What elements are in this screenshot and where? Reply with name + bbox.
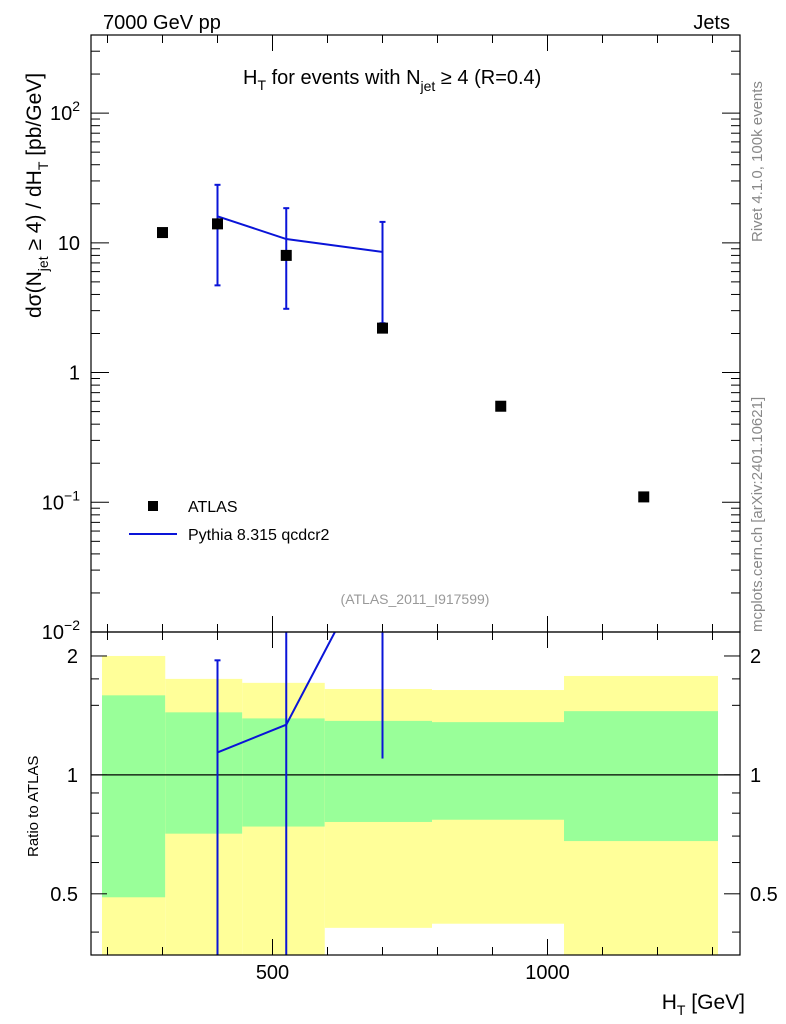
y-tick-exponent: −2: [64, 617, 80, 633]
atlas-point: [638, 491, 650, 503]
green-band: [242, 718, 325, 827]
mcplots-label: mcplots.cern.ch [arXiv:2401.10621]: [749, 397, 766, 632]
x-tick-label: 500: [256, 962, 289, 984]
y-axis-label: dσ(Njet ≥ 4) / dHT [pb/GeV]: [23, 73, 51, 318]
pythia-line: [217, 215, 383, 253]
y-tick-exponent: 2: [72, 98, 80, 114]
atlas-point: [495, 400, 507, 412]
y-tick-label: 102: [50, 98, 80, 125]
y-tick-label: 10−1: [42, 487, 80, 514]
ylabel-t-sub: T: [35, 161, 51, 170]
y-tick-label: 10: [58, 233, 80, 255]
xlabel-h: H: [662, 991, 677, 1014]
ratio-tick-label-left: 1: [67, 765, 78, 787]
ratio-tick-label-right: 0.5: [750, 884, 778, 906]
x-tick-label: 1000: [525, 962, 570, 984]
y-tick-base: 10: [42, 492, 64, 514]
ylabel-jet-sub: jet: [35, 256, 51, 272]
xlabel-tail: [GeV]: [685, 991, 745, 1014]
analysis-annotation: (ATLAS_2011_I917599): [341, 591, 490, 607]
atlas-point: [212, 218, 223, 230]
ratio-tick-label-right: 2: [750, 646, 761, 668]
ratio-series: [214, 632, 384, 955]
ylabel-b: ≥ 4) / dH: [23, 170, 46, 256]
ratio-tick-label-left: 0.5: [50, 884, 78, 906]
ratio-frame: [90, 631, 741, 956]
green-band: [102, 695, 166, 898]
title-tail: ≥ 4 (R=0.4): [435, 67, 541, 89]
chart-title: HT for events with Njet ≥ 4 (R=0.4): [243, 67, 541, 94]
xlabel-t-sub: T: [677, 1002, 686, 1018]
title-jet-sub: jet: [420, 78, 436, 94]
ylabel-c: [pb/GeV]: [23, 73, 46, 162]
ratio-tick-label-right: 1: [750, 765, 761, 787]
ratio-y-axis-label: Ratio to ATLAS: [25, 756, 42, 857]
rivet-label: Rivet 4.1.0, 100k events: [749, 81, 766, 242]
green-band: [324, 720, 432, 822]
title-t-sub: T: [257, 77, 266, 93]
y-tick-base: 10: [42, 622, 64, 644]
legend: ATLAS Pythia 8.315 qcdcr2: [129, 499, 330, 544]
title-h: H: [243, 67, 257, 89]
legend-atlas-label: ATLAS: [188, 499, 238, 516]
y-tick-label: 1: [69, 363, 80, 385]
ratio-panel: 0.5 0.5 1 1 2 2 500 1000: [50, 631, 778, 984]
green-band: [432, 722, 564, 820]
title-mid: for events with N: [266, 67, 421, 89]
green-band: [165, 712, 243, 834]
header-right: Jets: [693, 12, 730, 34]
atlas-point: [377, 322, 388, 334]
x-axis-label: HT [GeV]: [662, 991, 745, 1018]
ylabel-a: dσ(N: [23, 271, 46, 318]
y-tick-label: 10−2: [42, 617, 80, 644]
header-left: 7000 GeV pp: [103, 12, 221, 34]
legend-pythia-label: Pythia 8.315 qcdcr2: [188, 527, 330, 544]
legend-atlas-marker: [148, 501, 158, 511]
atlas-point: [157, 227, 168, 239]
ratio-tick-label-left: 2: [67, 646, 78, 668]
y-tick-base: 10: [50, 103, 72, 125]
atlas-point: [280, 249, 292, 261]
green-band: [564, 711, 718, 842]
y-tick-exponent: −1: [64, 487, 80, 503]
